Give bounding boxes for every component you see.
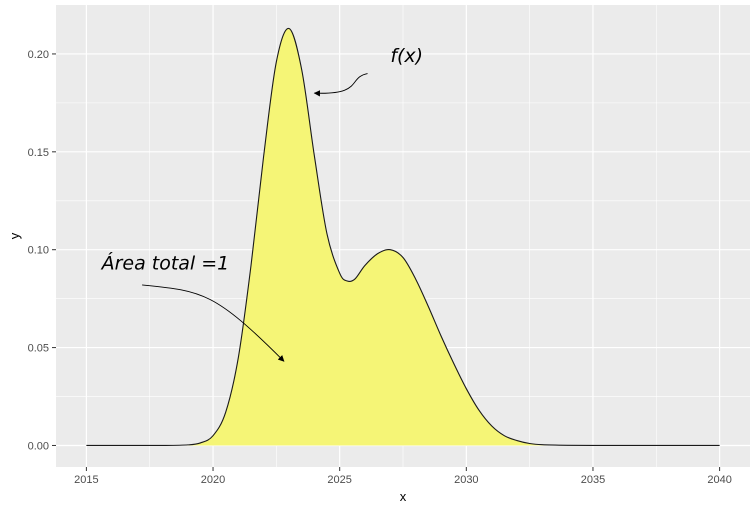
y-tick-label: 0.10 <box>28 245 49 257</box>
y-tick-label: 0.00 <box>28 440 49 452</box>
annotation-area-total: Área total =1 <box>100 251 230 274</box>
y-tick-label: 0.20 <box>28 49 49 61</box>
x-tick-label: 2015 <box>74 474 98 486</box>
x-tick-labels: 2015 2020 2025 2030 2035 2040 <box>74 474 732 486</box>
y-tick-label: 0.15 <box>28 147 49 159</box>
annotation-area-total-arrow <box>142 284 285 362</box>
y-tick-labels: 0.00 0.05 0.10 0.15 0.20 <box>28 49 49 453</box>
density-line <box>86 27 720 447</box>
x-tick-label: 2040 <box>707 474 731 486</box>
x-axis-title: x <box>400 489 407 504</box>
annotation-fx: f(x) <box>390 45 423 67</box>
density-area <box>86 28 720 446</box>
annotation-fx-arrow <box>313 73 368 97</box>
series-layer <box>86 27 720 447</box>
annotations: f(x) Área total =1 <box>100 45 423 362</box>
y-tick-label: 0.05 <box>28 343 49 355</box>
x-tick-label: 2035 <box>581 474 605 486</box>
axis-ticks <box>52 53 721 471</box>
x-tick-label: 2030 <box>454 474 478 486</box>
x-tick-label: 2025 <box>327 474 351 486</box>
x-tick-label: 2020 <box>201 474 225 486</box>
y-axis-title: y <box>7 232 22 239</box>
